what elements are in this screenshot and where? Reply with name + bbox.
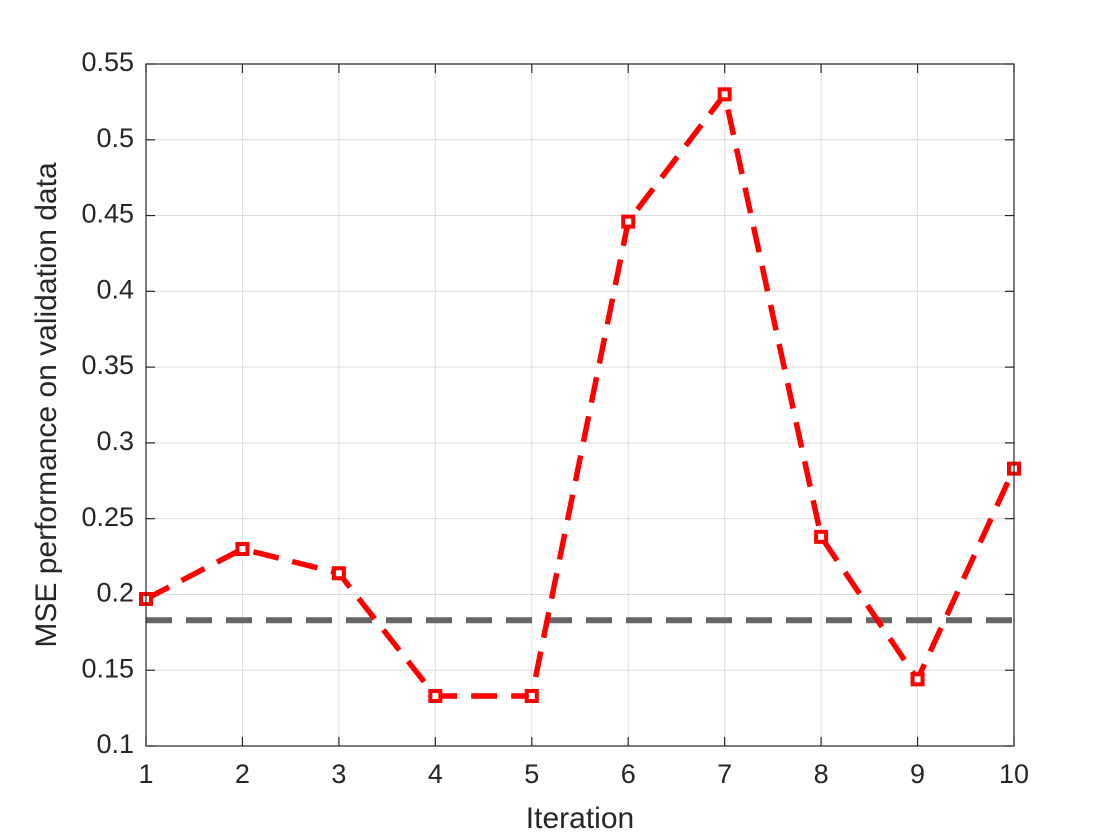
axes-box xyxy=(145,63,1015,747)
marker xyxy=(814,529,829,544)
y-tick-label: 0.5 xyxy=(96,123,134,153)
y-tick-label: 0.35 xyxy=(81,350,134,380)
y-tick-label: 0.3 xyxy=(96,426,134,456)
x-tick-label: 1 xyxy=(138,759,153,789)
y-tick-label: 0.4 xyxy=(96,274,134,304)
y-tick-label: 0.45 xyxy=(81,199,134,229)
marker xyxy=(428,688,443,703)
x-tick-label: 6 xyxy=(621,759,636,789)
y-tick-label: 0.2 xyxy=(96,578,134,608)
x-tick-label: 4 xyxy=(428,759,443,789)
marker xyxy=(910,672,925,687)
marker xyxy=(524,688,539,703)
marker xyxy=(235,541,250,556)
marker xyxy=(331,566,346,581)
x-axis-label: Iteration xyxy=(526,802,634,835)
marker xyxy=(621,214,636,229)
plot-data xyxy=(139,87,1021,703)
x-tick-label: 3 xyxy=(331,759,346,789)
marker xyxy=(717,87,732,102)
y-tick-label: 0.55 xyxy=(81,47,134,77)
x-tick-label: 2 xyxy=(235,759,250,789)
x-tick-label: 8 xyxy=(814,759,829,789)
x-tick-label: 5 xyxy=(524,759,539,789)
y-axis-label: MSE performance on validation data xyxy=(30,162,63,648)
series-line xyxy=(144,87,1017,699)
y-tick-label: 0.1 xyxy=(96,729,134,759)
x-tick-label: 9 xyxy=(910,759,925,789)
y-tick-label: 0.15 xyxy=(81,653,134,683)
x-tick-label: 10 xyxy=(999,759,1029,789)
y-tick-label: 0.25 xyxy=(81,502,134,532)
x-tick-label: 7 xyxy=(717,759,732,789)
